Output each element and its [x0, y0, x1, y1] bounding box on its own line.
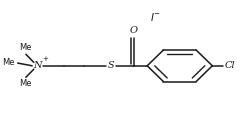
Text: Me: Me — [19, 79, 31, 88]
Text: N: N — [33, 61, 42, 70]
Text: Me: Me — [19, 44, 31, 52]
Text: $I^{-}$: $I^{-}$ — [150, 11, 161, 23]
Text: +: + — [43, 56, 49, 62]
Text: Cl: Cl — [224, 61, 235, 70]
Text: Me: Me — [2, 58, 15, 67]
Text: S: S — [108, 61, 114, 70]
Text: O: O — [130, 26, 138, 35]
